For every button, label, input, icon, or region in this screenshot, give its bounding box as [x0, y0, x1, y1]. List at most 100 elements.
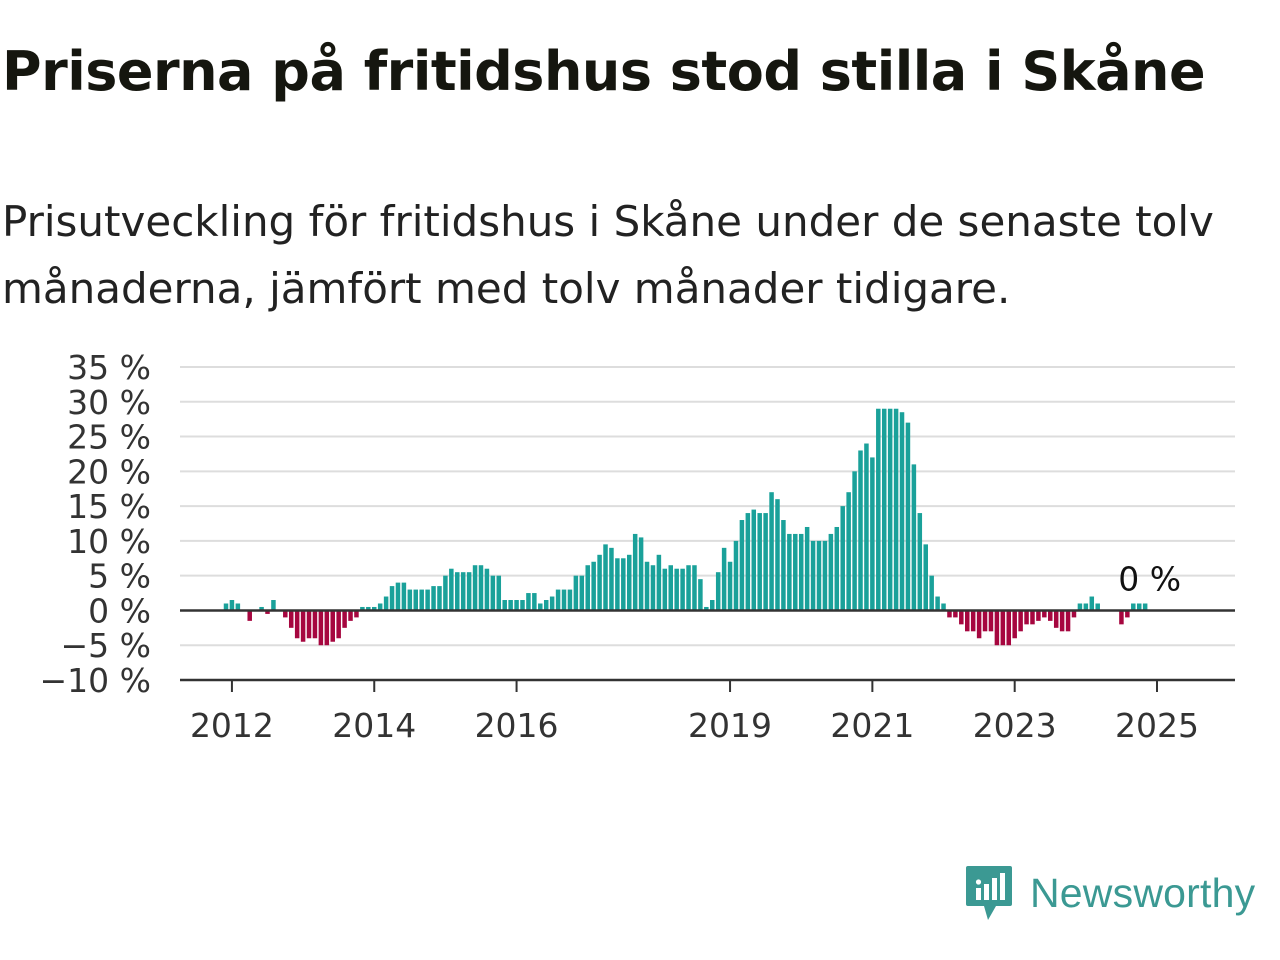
- bar: [561, 589, 567, 611]
- bar: [1059, 610, 1065, 632]
- bar: [686, 565, 691, 611]
- bar: [1119, 610, 1124, 625]
- y-tick-label: −5 %: [61, 626, 152, 665]
- bar: [733, 540, 739, 611]
- bar: [858, 450, 863, 611]
- bar: [626, 554, 632, 611]
- bar: [965, 610, 970, 632]
- bar: [247, 610, 252, 621]
- bar: [1071, 610, 1077, 618]
- bar: [1053, 610, 1059, 628]
- axes: [180, 609, 1235, 692]
- bar: [597, 554, 602, 611]
- y-tick-label: 35 %: [67, 348, 151, 387]
- bar: [229, 600, 235, 611]
- bar: [810, 540, 816, 611]
- bar: [887, 408, 893, 611]
- bar: [929, 575, 934, 611]
- bar: [1000, 610, 1006, 646]
- bar: [555, 589, 561, 611]
- bar: [976, 610, 982, 639]
- bar: [905, 422, 911, 611]
- bar: [603, 544, 608, 611]
- bar: [395, 582, 401, 611]
- bar: [804, 526, 810, 611]
- bar: [923, 544, 928, 611]
- bar: [472, 565, 478, 611]
- bar: [401, 582, 407, 611]
- bar: [300, 610, 306, 642]
- bar: [816, 540, 822, 611]
- bar: [650, 565, 656, 611]
- bar: [721, 547, 727, 611]
- bar: [283, 610, 288, 618]
- bar: [508, 600, 513, 611]
- x-tick-label: 2019: [688, 706, 772, 745]
- bar: [1036, 610, 1041, 621]
- bar: [543, 600, 549, 611]
- y-tick-label: 30 %: [67, 383, 151, 422]
- bar: [259, 606, 264, 611]
- bar: [1030, 610, 1035, 625]
- bar: [840, 506, 845, 611]
- bar: [1024, 610, 1029, 625]
- bar: [366, 606, 371, 611]
- bar: [372, 606, 377, 611]
- bar: [769, 492, 774, 611]
- bar: [668, 565, 673, 611]
- y-tick-label: 20 %: [67, 452, 151, 491]
- bar: [288, 610, 294, 628]
- bar: [419, 589, 424, 611]
- bar: [798, 533, 804, 611]
- bar: [1048, 610, 1053, 621]
- x-tick-label: 2016: [475, 706, 559, 745]
- bar: [354, 610, 359, 618]
- bar: [1065, 610, 1071, 632]
- bar: [674, 568, 679, 611]
- bars: [223, 408, 1148, 646]
- bar: [526, 593, 531, 611]
- bar: [1018, 610, 1023, 632]
- brand-name: Newsworthy: [1030, 869, 1256, 916]
- tick-labels: −10 %−5 %0 %5 %10 %15 %20 %25 %30 %35 %2…: [40, 348, 1200, 745]
- chart-title: Priserna på fritidshus stod stilla i Skå…: [2, 40, 1206, 103]
- bar: [751, 509, 757, 611]
- bar: [710, 600, 715, 611]
- bar: [502, 600, 507, 611]
- x-tick-label: 2021: [830, 706, 914, 745]
- bar: [609, 547, 614, 611]
- bar: [632, 533, 638, 611]
- bar: [763, 513, 768, 611]
- chart-subtitle: Prisutveckling för fritidshus i Skåne un…: [2, 197, 1214, 313]
- bar: [437, 586, 442, 611]
- bar: [413, 589, 419, 611]
- bar: [893, 408, 899, 611]
- bar: [312, 610, 318, 639]
- bar: [947, 610, 952, 618]
- bar: [1077, 603, 1083, 611]
- bar: [265, 610, 270, 614]
- bar: [1042, 610, 1047, 618]
- bar: [585, 565, 590, 611]
- bar: [579, 575, 585, 611]
- bar: [656, 554, 662, 611]
- y-tick-label: 15 %: [67, 487, 151, 526]
- bar: [864, 443, 869, 611]
- brand-logo: Newsworthy: [964, 864, 1255, 922]
- bar: [306, 610, 312, 639]
- bar: [336, 610, 341, 639]
- bar: [455, 572, 460, 611]
- bar: [360, 606, 365, 611]
- bar: [793, 533, 798, 611]
- y-tick-label: 10 %: [67, 522, 151, 561]
- bar: [223, 603, 229, 611]
- bar: [514, 600, 519, 611]
- bar: [1131, 603, 1136, 611]
- bar: [573, 575, 579, 611]
- bar: [615, 558, 620, 611]
- bar: [1006, 610, 1012, 646]
- bar: [449, 568, 454, 611]
- bar: [567, 589, 573, 611]
- bar: [846, 492, 851, 611]
- x-tick-label: 2025: [1115, 706, 1199, 745]
